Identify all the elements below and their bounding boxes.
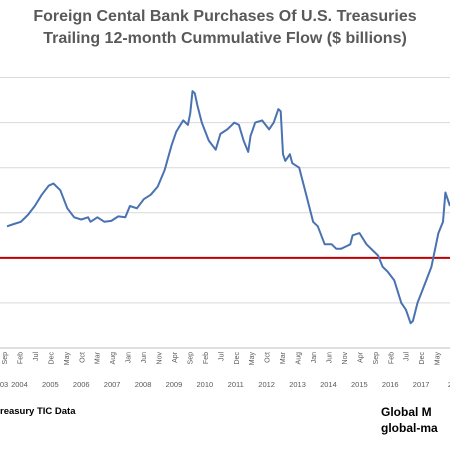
x-tick-year-label: 2014 <box>320 380 337 389</box>
x-tick-year-label: 2005 <box>42 380 59 389</box>
x-tick-month-label: Dec <box>234 352 241 365</box>
x-tick-year-label: 2006 <box>73 380 90 389</box>
x-tick-month-label: Jun <box>326 352 333 363</box>
x-tick-month-label: Aug <box>110 352 117 365</box>
x-tick-year-label: 2015 <box>351 380 368 389</box>
x-tick-month-label: Mar <box>95 351 102 364</box>
x-tick-month-label: Nov <box>342 352 349 365</box>
x-tick-month-label: Feb <box>388 352 395 364</box>
x-tick-year-label: 2008 <box>135 380 152 389</box>
x-tick-year-label: 2010 <box>197 380 214 389</box>
x-tick-year-label: 03 <box>0 380 8 389</box>
x-tick-month-label: Sep <box>187 352 194 365</box>
x-tick-month-label: Apr <box>357 351 364 363</box>
x-tick-month-label: Oct <box>265 352 272 363</box>
x-tick-month-label: Apr <box>172 351 179 363</box>
x-tick-month-label: Mar <box>280 351 287 364</box>
x-tick-month-label: Sep <box>373 352 380 365</box>
chart-title: Foreign Cental Bank Purchases Of U.S. Tr… <box>33 8 417 25</box>
x-tick-year-label: 2012 <box>258 380 275 389</box>
x-tick-month-label: May <box>435 352 442 366</box>
gridlines <box>0 77 450 349</box>
x-tick-year-label: 2009 <box>166 380 183 389</box>
x-tick-month-label: Jan <box>311 352 318 363</box>
x-tick-year-label: 20 <box>448 380 450 389</box>
x-tick-month-label: Jul <box>404 352 411 361</box>
series-line <box>6 90 450 325</box>
x-tick-month-label: May <box>64 352 71 366</box>
x-tick-month-label: Dec <box>48 352 55 365</box>
x-tick-month-label: Feb <box>17 352 24 364</box>
x-tick-month-label: Jul <box>218 352 225 361</box>
source-note: reasury TIC Data <box>0 406 76 417</box>
x-tick-month-label: Nov <box>157 352 164 365</box>
x-tick-year-label: 2016 <box>382 380 399 389</box>
x-tick-year-label: 2017 <box>413 380 430 389</box>
x-tick-month-label: Feb <box>203 352 210 364</box>
x-tick-month-label: May <box>249 352 256 366</box>
x-tick-month-label: Jan <box>126 352 133 363</box>
x-axis: Sep 03 Feb 2004 Jul Dec 2005 May Oct 2006 Mar Aug 20… <box>0 347 450 389</box>
chart-subtitle: Trailing 12-month Cummulative Flow ($ bi… <box>43 30 407 47</box>
x-tick-month-label: Dec <box>419 352 426 365</box>
x-tick-month-label: Jun <box>141 352 148 363</box>
x-tick-year-label: 2013 <box>289 380 306 389</box>
brand-url: global-ma <box>381 421 438 435</box>
chart-title-block: Foreign Cental Bank Purchases Of U.S. Tr… <box>0 6 450 50</box>
brand-name: Global M <box>381 405 432 419</box>
series-layer <box>6 90 450 325</box>
x-tick-year-label: 2011 <box>228 380 244 389</box>
x-tick-month-label: Oct <box>79 352 86 363</box>
x-tick-year-label: 2004 <box>11 380 28 389</box>
x-tick-year-label: 2007 <box>104 380 121 389</box>
x-tick-month-label: Jul <box>33 352 40 361</box>
x-tick-month-label: Aug <box>296 352 303 365</box>
brand-logo-text: Global M global-ma <box>381 404 450 436</box>
x-tick-month-label: Sep <box>2 352 9 365</box>
